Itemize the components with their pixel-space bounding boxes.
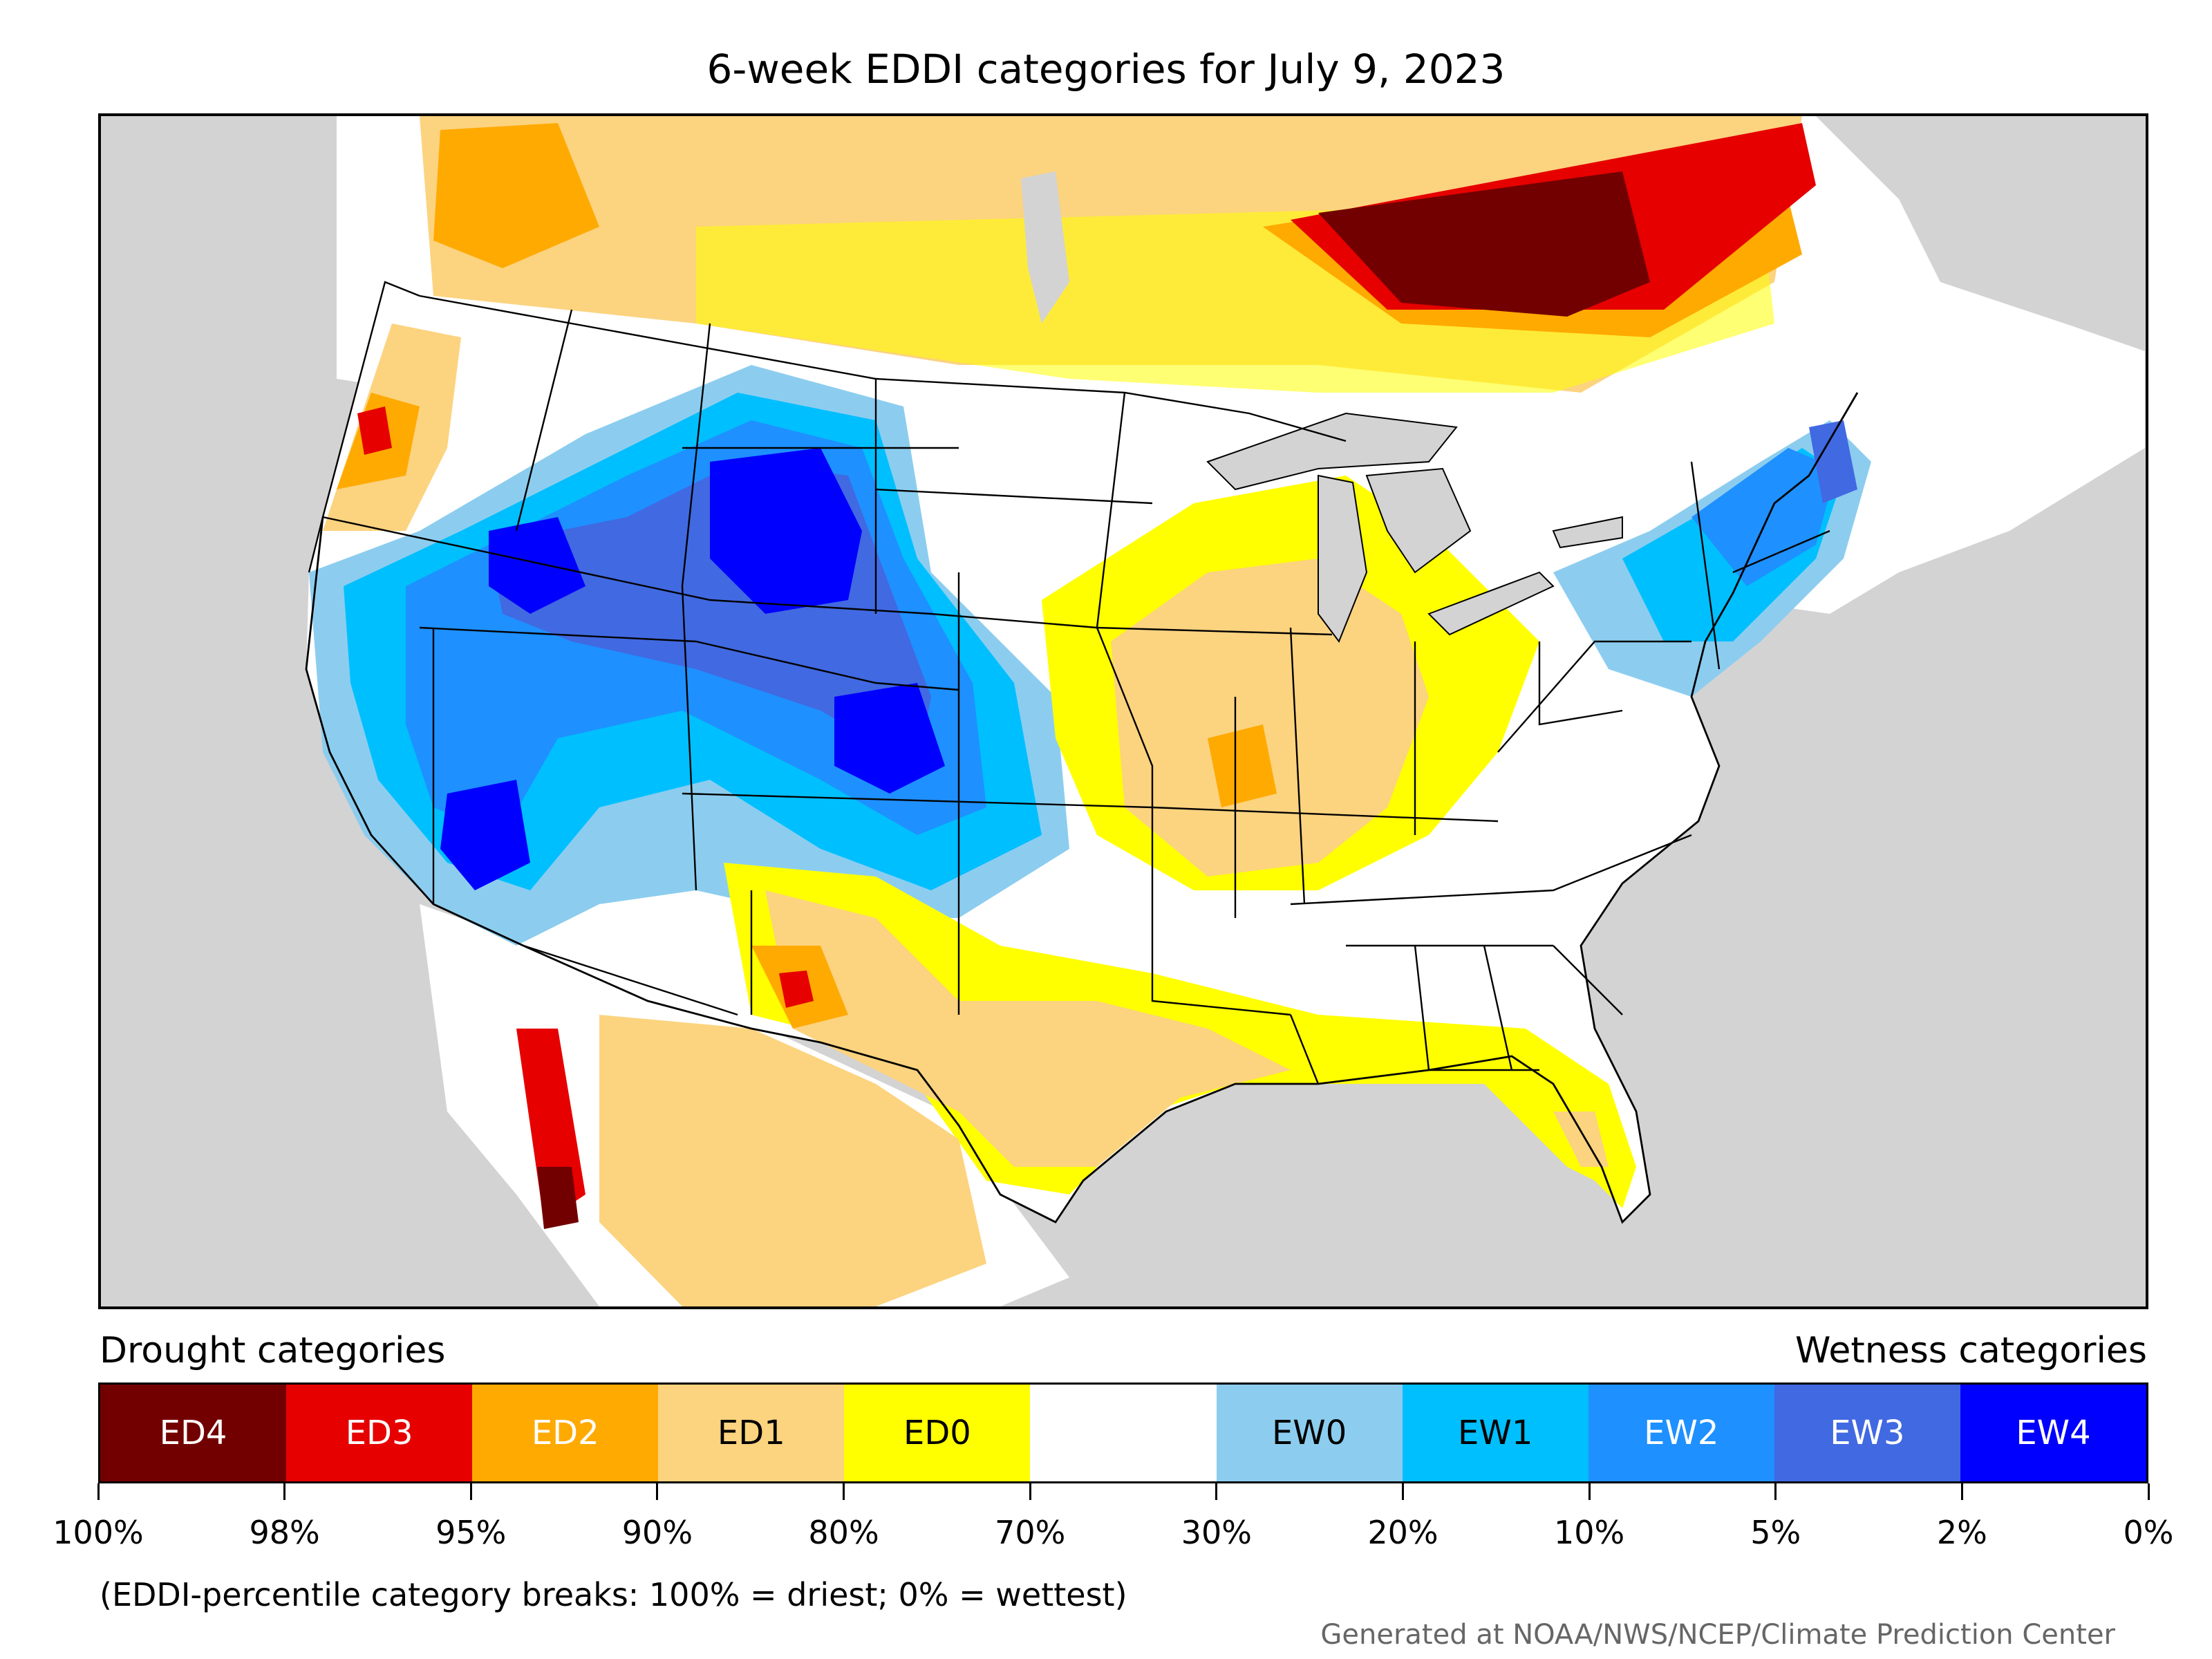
- west-ew4-co: [834, 683, 945, 794]
- midwest-ed1: [1111, 559, 1429, 877]
- legend-tick: [656, 1483, 659, 1500]
- conus-coastline: [305, 392, 1859, 1224]
- fl-ed1: [1553, 1112, 1609, 1167]
- legend-break-label: 70%: [995, 1514, 1066, 1551]
- map-title: 6-week EDDI categories for July 9, 2023: [706, 46, 1506, 93]
- canada-ed2: [433, 123, 599, 268]
- legend-break-label: 10%: [1553, 1514, 1625, 1551]
- canada-ed4-east: [1318, 171, 1650, 317]
- legend-cell-ed4: ED4: [100, 1385, 287, 1481]
- lake-erie: [1427, 571, 1555, 636]
- legend-cell-ed3: ED3: [286, 1385, 473, 1481]
- legend-tick: [1774, 1483, 1777, 1500]
- state-boundaries: [308, 281, 1830, 1085]
- legend-break-label: 0%: [2123, 1514, 2174, 1551]
- category-legend: ED4 ED3 ED2 ED1 ED0 EW0 EW1 EW2 EW3 EW4: [98, 1382, 2148, 1483]
- legend-break-label: 5%: [1750, 1514, 1801, 1551]
- legend-cell-ew4: EW4: [1960, 1385, 2147, 1481]
- credit-line: Generated at NOAA/NWS/NCEP/Climate Predi…: [1320, 1619, 2115, 1651]
- legend-cell-ew1: EW1: [1402, 1385, 1588, 1481]
- legend-tick: [1215, 1483, 1218, 1500]
- lake-ontario: [1552, 516, 1623, 549]
- legend-tick: [469, 1483, 472, 1500]
- sw-ed1: [599, 1015, 986, 1306]
- south-ed1: [765, 890, 1291, 1167]
- lake-huron: [1365, 467, 1472, 574]
- legend-tick: [1029, 1483, 1031, 1500]
- west-ew4-az: [440, 780, 530, 890]
- legend-tick: [1401, 1483, 1404, 1500]
- legend-cell-ew3: EW3: [1774, 1385, 1960, 1481]
- legend-break-label: 80%: [808, 1514, 879, 1551]
- ne-ew3: [1809, 420, 1857, 503]
- legend-tick: [2147, 1483, 2150, 1500]
- west-ew4-ut: [489, 517, 585, 614]
- legend-break-label: 30%: [1181, 1514, 1252, 1551]
- legend-tick: [97, 1483, 100, 1500]
- legend-tick: [843, 1483, 845, 1500]
- pnw-ed3: [357, 406, 392, 455]
- legend-break-label: 20%: [1367, 1514, 1438, 1551]
- nm-ed3: [779, 971, 814, 1008]
- percentile-note: (EDDI-percentile category breaks: 100% =…: [100, 1576, 1127, 1613]
- legend-break-label: 100%: [53, 1514, 144, 1551]
- lake-superior: [1206, 412, 1458, 491]
- legend-cell-ed1: ED1: [658, 1385, 845, 1481]
- legend-cell-ew0: EW0: [1216, 1385, 1403, 1481]
- legend-break-label: 95%: [435, 1514, 507, 1551]
- midwest-ed2-mo: [1208, 724, 1277, 807]
- hudson-inlet: [1021, 171, 1069, 324]
- legend-cell-ed0: ED0: [844, 1385, 1031, 1481]
- legend-tick: [283, 1483, 286, 1500]
- legend-cell-ed2: ED2: [472, 1385, 659, 1481]
- legend-break-label: 98%: [249, 1514, 320, 1551]
- lake-michigan: [1318, 474, 1368, 644]
- legend-cell-ew2: EW2: [1588, 1385, 1774, 1481]
- legend-break-label: 2%: [1936, 1514, 1987, 1551]
- drought-categories-heading: Drought categories: [100, 1330, 446, 1371]
- legend-cell-neutral: [1030, 1385, 1217, 1481]
- baja-ed4: [537, 1167, 579, 1229]
- legend-break-label: 90%: [621, 1514, 693, 1551]
- legend-tick: [1960, 1483, 1963, 1500]
- wetness-categories-heading: Wetness categories: [1795, 1330, 2147, 1371]
- legend-tick: [1588, 1483, 1591, 1500]
- west-ew4-wy: [710, 448, 862, 614]
- eddi-map: [98, 113, 2148, 1309]
